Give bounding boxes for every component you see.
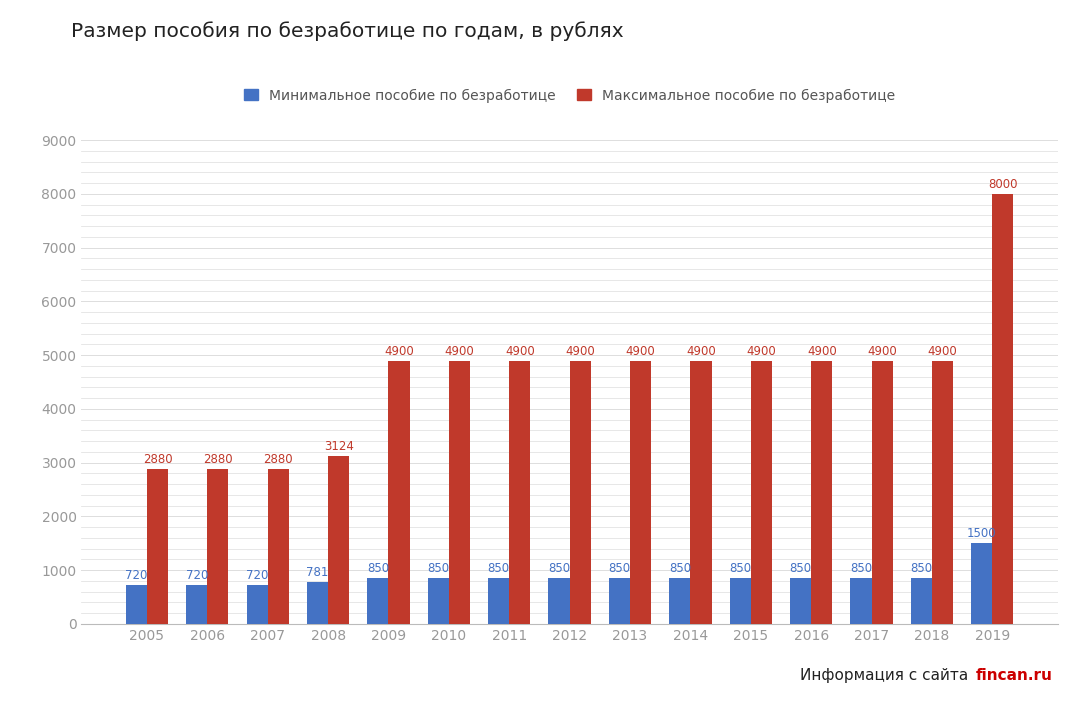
Text: 720: 720	[125, 569, 148, 583]
Bar	[388, 360, 410, 624]
Text: 3124: 3124	[323, 440, 354, 453]
Bar	[609, 578, 630, 624]
Text: 850: 850	[850, 562, 872, 576]
Text: 4900: 4900	[384, 345, 413, 358]
Legend: Минимальное пособие по безработице, Максимальное пособие по безработице: Минимальное пособие по безработице, Макс…	[240, 84, 899, 107]
Text: 4900: 4900	[867, 345, 897, 358]
Text: 850: 850	[790, 562, 812, 576]
Text: 850: 850	[668, 562, 691, 576]
Bar	[207, 469, 229, 624]
Text: fincan.ru: fincan.ru	[975, 669, 1052, 683]
Bar	[910, 578, 932, 624]
Bar	[729, 578, 751, 624]
Text: 2880: 2880	[264, 453, 293, 466]
Text: 4900: 4900	[928, 345, 957, 358]
Bar	[932, 360, 953, 624]
Bar	[368, 578, 388, 624]
Bar	[669, 578, 690, 624]
Text: Размер пособия по безработице по годам, в рублях: Размер пособия по безработице по годам, …	[71, 21, 623, 41]
Bar	[246, 585, 268, 624]
Text: 850: 850	[609, 562, 630, 576]
Text: 850: 850	[910, 562, 932, 576]
Bar	[509, 360, 531, 624]
Bar	[630, 360, 651, 624]
Text: 850: 850	[548, 562, 570, 576]
Bar	[126, 585, 146, 624]
Bar	[971, 543, 993, 624]
Bar	[307, 582, 328, 624]
Bar	[488, 578, 509, 624]
Text: 1500: 1500	[967, 527, 997, 540]
Text: 850: 850	[367, 562, 388, 576]
Text: Информация с сайта: Информация с сайта	[800, 669, 973, 683]
Bar	[328, 456, 349, 624]
Bar	[268, 469, 289, 624]
Text: 781: 781	[306, 566, 329, 579]
Text: 720: 720	[246, 569, 268, 583]
Bar	[549, 578, 570, 624]
Bar	[427, 578, 449, 624]
Bar	[871, 360, 893, 624]
Bar	[449, 360, 470, 624]
Text: 4900: 4900	[565, 345, 595, 358]
Bar	[751, 360, 771, 624]
Bar	[993, 194, 1013, 624]
Text: 850: 850	[729, 562, 751, 576]
Bar	[146, 469, 168, 624]
Text: 850: 850	[427, 562, 449, 576]
Bar	[570, 360, 590, 624]
Text: 2880: 2880	[203, 453, 232, 466]
Text: 8000: 8000	[988, 178, 1018, 191]
Bar	[790, 578, 812, 624]
Text: 850: 850	[487, 562, 510, 576]
Text: 720: 720	[186, 569, 208, 583]
Bar	[690, 360, 712, 624]
Text: 4900: 4900	[746, 345, 776, 358]
Bar	[851, 578, 871, 624]
Bar	[187, 585, 207, 624]
Text: 2880: 2880	[142, 453, 173, 466]
Text: 4900: 4900	[626, 345, 655, 358]
Text: 4900: 4900	[686, 345, 716, 358]
Text: 4900: 4900	[807, 345, 837, 358]
Bar	[812, 360, 832, 624]
Text: 4900: 4900	[445, 345, 474, 358]
Text: 4900: 4900	[505, 345, 535, 358]
